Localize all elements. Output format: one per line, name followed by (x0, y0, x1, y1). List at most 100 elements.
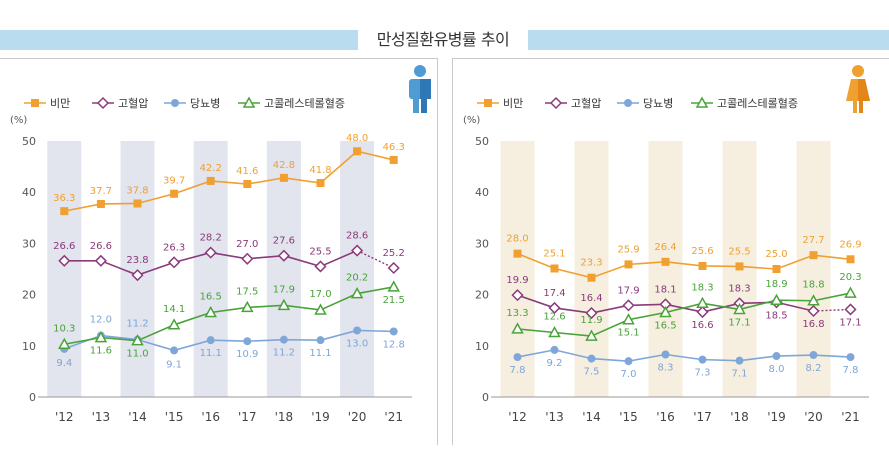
data-label: 21.5 (383, 295, 405, 306)
data-label: 10.3 (53, 323, 75, 334)
shaded-band (120, 141, 155, 397)
data-point (844, 303, 857, 316)
data-label: 7.8 (510, 365, 526, 376)
data-point (206, 336, 215, 345)
data-point (316, 178, 325, 187)
data-label: 7.8 (843, 365, 859, 376)
data-label: 18.5 (765, 310, 787, 321)
data-label: 28.0 (506, 234, 528, 245)
legend-label: 고혈압 (118, 96, 148, 110)
data-point (387, 280, 400, 292)
data-point (277, 298, 291, 311)
x-tick-label: '17 (238, 410, 257, 424)
data-point (389, 155, 398, 164)
legend-marker (549, 96, 563, 110)
data-label: 28.2 (200, 233, 222, 244)
data-point (353, 147, 362, 156)
data-point (131, 334, 144, 346)
data-label: 17.0 (309, 289, 331, 300)
data-label: 25.9 (617, 244, 639, 255)
x-tick-label: '16 (656, 410, 675, 424)
series-line (64, 150, 394, 212)
data-point (622, 299, 635, 312)
data-label: 25.2 (383, 248, 405, 259)
x-tick-label: '13 (545, 410, 564, 424)
data-label: 16.5 (654, 321, 676, 332)
legend-marker (695, 96, 709, 108)
data-point (170, 346, 179, 355)
data-point (809, 251, 818, 260)
y-tick-label: 10 (22, 340, 36, 353)
data-label: 11.9 (580, 315, 602, 326)
data-label: 26.3 (163, 242, 185, 253)
x-tick-label: '14 (582, 410, 601, 424)
data-point (60, 207, 69, 216)
data-point (314, 303, 327, 315)
data-point (204, 305, 217, 318)
data-point (133, 199, 142, 208)
data-point (241, 252, 254, 265)
female-chart: 0 10 20 30 40 50 (%) '12 '13 '14 '15 '16 '17 '18 '19 '2… (463, 65, 870, 424)
series-3: 7.8 9.2 7.5 7.0 8.3 7.3 7.1 8.0 8.2 7.8 (510, 345, 859, 380)
icon-body-shade (420, 79, 431, 99)
data-point (204, 246, 217, 259)
series-1: 36.3 37.7 37.8 39.7 42.2 41.6 42.8 41.8 48.0 46.3 (53, 133, 405, 216)
data-label: 36.3 (53, 193, 75, 204)
data-point (167, 318, 181, 330)
data-point (279, 173, 288, 182)
title-bar-right (528, 30, 889, 50)
data-label: 11.2 (273, 348, 295, 359)
data-point (772, 265, 781, 273)
data-label: 25.1 (543, 248, 565, 259)
data-label: 16.4 (580, 293, 602, 304)
data-point (735, 356, 744, 365)
data-label: 7.5 (584, 367, 600, 378)
data-label: 13.3 (506, 308, 528, 319)
data-point (170, 189, 179, 198)
data-point (351, 244, 364, 257)
data-label: 25.5 (309, 246, 331, 257)
legend-marker (242, 96, 256, 108)
legend-label: 비만 (50, 97, 70, 110)
x-tick-label: '12 (508, 410, 527, 424)
data-label: 17.1 (728, 317, 750, 328)
data-point (659, 305, 672, 318)
data-label: 37.8 (126, 185, 148, 196)
data-point (770, 293, 783, 305)
icon-dress-shade (858, 79, 870, 101)
icon-head (852, 65, 864, 77)
data-point (587, 273, 596, 282)
legend-label: 비만 (503, 97, 523, 110)
data-label: 7.3 (695, 368, 711, 379)
data-point (389, 327, 398, 336)
data-label: 17.4 (543, 288, 565, 299)
data-label: 46.3 (383, 142, 405, 153)
data-point (696, 296, 709, 309)
data-label: 27.7 (802, 235, 824, 246)
x-tick-label: '19 (767, 410, 786, 424)
data-point (96, 199, 105, 208)
data-label: 23.8 (126, 255, 148, 266)
series-2: 26.6 26.6 23.8 26.3 28.2 27.0 27.6 25.5 28.6 25.2 (53, 231, 405, 282)
y-tick-label: 20 (475, 289, 489, 302)
y-tick-label: 40 (475, 186, 489, 199)
data-label: 12.0 (90, 315, 112, 326)
data-label: 39.7 (163, 176, 185, 187)
data-point (661, 350, 670, 359)
data-point (353, 326, 362, 335)
icon-leg (853, 101, 857, 113)
data-point (94, 331, 108, 343)
data-label: 28.6 (346, 231, 368, 242)
data-point (58, 254, 71, 267)
legend-marker (171, 99, 179, 107)
data-point (846, 255, 855, 264)
data-label: 10.9 (236, 349, 258, 360)
data-point (513, 353, 522, 362)
chart-main-title: 만성질환유병률 추이 (376, 30, 510, 49)
data-point (168, 256, 181, 269)
series-line (517, 252, 851, 279)
data-point (350, 287, 364, 299)
y-tick-label: 30 (475, 237, 489, 250)
y-tick-label: 0 (29, 391, 36, 404)
data-point (206, 176, 215, 185)
